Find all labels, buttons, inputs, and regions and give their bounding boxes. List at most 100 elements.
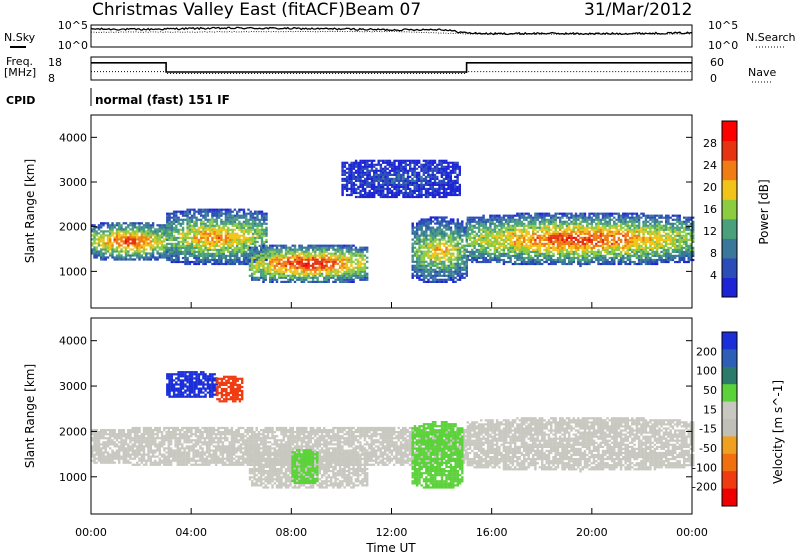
plot-title: Christmas Valley East (fitACF) [92, 0, 345, 20]
power-cell [637, 230, 641, 233]
power-cell [260, 238, 264, 241]
power-cell [273, 248, 276, 251]
power-cell [343, 185, 347, 188]
power-cell [447, 268, 450, 271]
power-cell [254, 212, 257, 215]
power-cell [420, 240, 423, 243]
power-cell [190, 214, 194, 217]
power-cell [287, 260, 290, 263]
power-cell [133, 226, 137, 229]
power-cell [124, 256, 128, 259]
power-cell [224, 214, 228, 217]
power-cell [345, 181, 349, 184]
power-cell [271, 280, 274, 283]
power-cell [251, 236, 255, 239]
power-cell [251, 256, 254, 259]
power-cell [305, 246, 308, 249]
power-cell [224, 256, 228, 260]
power-cell [359, 268, 362, 271]
power-cell [516, 218, 519, 221]
power-cell [236, 226, 239, 229]
power-cell [655, 222, 659, 225]
power-cell [93, 228, 96, 231]
power-cell [256, 258, 259, 262]
power-cell [427, 244, 430, 247]
power-cell [422, 230, 426, 233]
power-cell [461, 258, 464, 261]
power-cell [676, 244, 679, 247]
power-cell [658, 232, 661, 235]
power-cell [574, 246, 578, 249]
power-cell [106, 256, 110, 259]
power-cell [644, 228, 648, 231]
power-cell [332, 254, 335, 257]
power-cell [615, 232, 618, 235]
power-cell [231, 262, 234, 266]
power-cell [138, 242, 141, 245]
power-cell [534, 248, 537, 251]
power-cell [202, 256, 205, 260]
power-cell [527, 216, 530, 219]
power-cell [436, 232, 439, 235]
power-cell [516, 248, 519, 251]
power-cell [507, 248, 510, 251]
power-cell [140, 228, 143, 231]
power-cell [674, 222, 677, 225]
power-cell [314, 256, 317, 259]
power-cell [133, 246, 137, 249]
power-cell [136, 222, 139, 225]
power-cell [251, 276, 254, 279]
power-cell [177, 246, 180, 249]
power-cell [552, 216, 555, 219]
power-cell [622, 230, 625, 233]
power-cell [193, 240, 196, 243]
power-cell [222, 254, 225, 257]
power-cell [484, 246, 488, 249]
power-cell [550, 236, 553, 239]
power-cell [477, 222, 481, 225]
power-cell [498, 228, 501, 231]
power-cell [256, 218, 259, 221]
power-cell [529, 234, 533, 237]
power-cell [541, 212, 544, 215]
power-cell [599, 234, 602, 237]
power-cell [509, 234, 512, 237]
power-cell [498, 250, 501, 253]
power-cell [343, 252, 346, 255]
power-cell [273, 258, 276, 261]
power-cell [617, 212, 620, 215]
power-cell [240, 252, 243, 255]
power-cell [347, 278, 351, 281]
power-cell [565, 214, 569, 217]
power-cell [438, 274, 441, 277]
power-cell [199, 254, 203, 257]
power-cell [361, 252, 364, 255]
power-cell [651, 262, 654, 266]
power-cell [181, 238, 185, 241]
power-cell [601, 248, 605, 251]
power-cell [568, 260, 571, 264]
power-cell [561, 262, 564, 266]
power-cell [604, 254, 607, 257]
power-cell [482, 240, 485, 243]
power-cell [269, 248, 272, 251]
power-cell [168, 230, 171, 233]
power-cell [436, 222, 439, 225]
power-cell [527, 240, 530, 243]
power-cell [188, 218, 192, 221]
power-cell [520, 234, 524, 237]
power-cell [463, 250, 466, 253]
power-cell [186, 222, 189, 225]
power-cell [251, 222, 255, 225]
power-cell [253, 266, 256, 269]
power-cell [278, 250, 281, 253]
power-cell [273, 244, 276, 247]
power-cell [229, 218, 232, 221]
power-cell [468, 238, 472, 241]
power-cell [680, 252, 684, 255]
power-cell [348, 187, 351, 190]
power-cell [468, 228, 472, 231]
power-cell [120, 238, 123, 241]
power-cell [348, 181, 351, 184]
power-cell [236, 232, 239, 235]
